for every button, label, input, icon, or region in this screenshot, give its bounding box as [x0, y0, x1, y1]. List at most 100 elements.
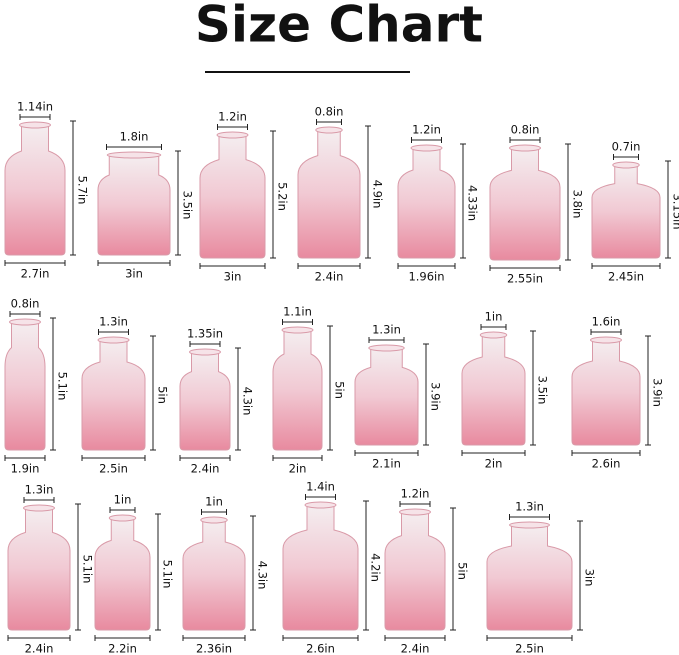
height-dim-label: 3.9in: [651, 378, 665, 407]
vase-rim: [19, 121, 51, 129]
vase-rim: [509, 144, 541, 152]
height-dim-label: 4.9in: [371, 180, 385, 209]
vase-rim: [97, 336, 130, 344]
top-dim-label: 1in: [114, 493, 132, 507]
height-dim-label: 3.5in: [536, 376, 550, 405]
height-dim-label: 3.5in: [181, 191, 195, 220]
width-dim-label: 2.45in: [608, 270, 644, 284]
width-dim-label: 2.1in: [372, 457, 401, 471]
width-dim-label: 2.5in: [515, 642, 544, 655]
vase-rim: [479, 331, 508, 339]
vase-rim: [612, 161, 640, 169]
top-dim-label: 1.2in: [412, 123, 441, 137]
vase: [397, 147, 456, 259]
height-dim-label: 5.1in: [81, 555, 95, 584]
top-dim-label: 1.6in: [592, 315, 621, 329]
vase: [354, 347, 419, 446]
height-dim-label: 5in: [456, 562, 470, 580]
vase-rim: [509, 521, 550, 529]
width-dim-label: 2in: [485, 457, 503, 471]
height-dim-label: 4.3in: [256, 561, 270, 590]
vase: [4, 321, 46, 451]
height-dim-label: 4.2in: [369, 553, 383, 582]
vase-rim: [304, 501, 337, 509]
top-dim-label: 1.3in: [515, 500, 544, 514]
vase-rim: [108, 514, 137, 522]
height-dim-label: 3.9in: [429, 382, 443, 411]
vase: [282, 504, 359, 631]
width-dim-label: 3in: [125, 267, 143, 281]
height-dim-label: 5in: [156, 386, 170, 404]
top-dim-label: 1.2in: [401, 487, 430, 501]
vase-rim: [200, 516, 228, 524]
vase: [272, 329, 323, 451]
height-dim-label: 5.1in: [56, 372, 70, 401]
vase-rim: [189, 348, 221, 356]
vase: [179, 351, 231, 451]
top-dim-label: 1.3in: [99, 315, 128, 329]
width-dim-label: 1.96in: [408, 270, 444, 284]
width-dim-label: 2.4in: [315, 270, 344, 284]
width-dim-label: 2.2in: [108, 642, 137, 655]
height-dim-label: 5in: [333, 381, 347, 399]
width-dim-label: 2.6in: [306, 642, 335, 655]
vase: [81, 339, 146, 451]
vase: [182, 519, 246, 631]
vase: [571, 339, 641, 446]
top-dim-label: 0.8in: [511, 123, 540, 137]
width-dim-label: 3in: [224, 270, 242, 284]
vase-rim: [368, 344, 405, 352]
vase: [7, 507, 71, 631]
vase-rim: [399, 508, 431, 516]
vase: [97, 154, 171, 256]
height-dim-label: 4.33in: [466, 185, 480, 221]
top-dim-label: 0.8in: [11, 297, 40, 311]
top-dim-label: 1.14in: [17, 100, 53, 114]
width-dim-label: 1.9in: [11, 462, 40, 476]
height-dim-label: 5.1in: [161, 560, 175, 589]
top-dim-label: 1.3in: [372, 323, 401, 337]
vase-rim: [216, 131, 249, 139]
width-dim-label: 2.5in: [99, 462, 128, 476]
vase-rim: [9, 318, 41, 326]
width-dim-label: 2.4in: [401, 642, 430, 655]
vase-rim: [590, 336, 622, 344]
top-dim-label: 1.35in: [187, 327, 223, 341]
height-dim-label: 3.8in: [571, 190, 585, 219]
vase-rim: [410, 144, 443, 152]
vase-rim: [106, 151, 162, 159]
vase: [297, 129, 361, 259]
width-dim-label: 2.6in: [592, 457, 621, 471]
top-dim-label: 1in: [205, 495, 223, 509]
vase: [384, 511, 446, 631]
height-dim-label: 3.15in: [671, 193, 679, 229]
vase: [591, 164, 661, 259]
vase: [4, 124, 66, 256]
top-dim-label: 1.3in: [25, 483, 54, 497]
width-dim-label: 2.55in: [507, 272, 543, 286]
width-dim-label: 2.4in: [191, 462, 220, 476]
height-dim-label: 5.2in: [276, 182, 290, 211]
width-dim-label: 2.4in: [25, 642, 54, 655]
height-dim-label: 5.7in: [76, 176, 90, 205]
vase: [199, 134, 266, 259]
top-dim-label: 1.1in: [283, 305, 312, 319]
vase: [489, 147, 561, 261]
title: Size Chart: [195, 0, 483, 54]
vase: [94, 517, 151, 631]
top-dim-label: 1.4in: [306, 480, 335, 494]
height-dim-label: 3in: [583, 569, 597, 587]
top-dim-label: 1in: [485, 310, 503, 324]
top-dim-label: 1.2in: [218, 110, 247, 124]
vase: [461, 334, 526, 446]
vase-rim: [281, 326, 314, 334]
height-dim-label: 4.3in: [241, 387, 255, 416]
top-dim-label: 0.8in: [315, 105, 344, 119]
vase: [486, 524, 573, 631]
top-dim-label: 1.8in: [120, 130, 149, 144]
vase-rim: [315, 126, 343, 134]
width-dim-label: 2in: [289, 462, 307, 476]
width-dim-label: 2.36in: [196, 642, 232, 655]
top-dim-label: 0.7in: [612, 140, 641, 154]
